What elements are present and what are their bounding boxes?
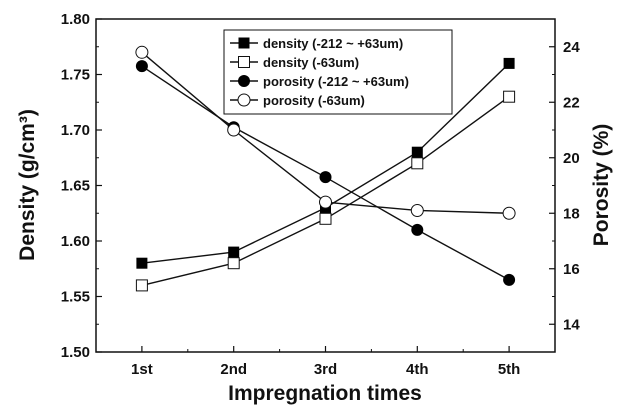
y2-tick-label: 16 bbox=[563, 261, 580, 278]
series-1-point bbox=[319, 212, 332, 225]
legend-label: density (-212 ~ +63um) bbox=[263, 36, 403, 51]
y2-tick-label: 22 bbox=[563, 94, 580, 111]
x-tick-label: 5th bbox=[498, 361, 521, 378]
x-axis-title: Impregnation times bbox=[228, 382, 422, 405]
series-1-point bbox=[411, 157, 424, 170]
legend-label: density (-63um) bbox=[263, 55, 359, 70]
y-axis-ticks: 1.50 1.55 1.60 1.65 1.70 1.75 1.80 bbox=[61, 11, 102, 361]
y2-tick-label: 18 bbox=[563, 205, 580, 222]
series-2-point bbox=[503, 273, 516, 286]
y2-axis-ticks: 14 16 18 20 22 24 bbox=[549, 18, 580, 353]
y2-tick-label: 24 bbox=[563, 39, 580, 56]
legend-marker bbox=[238, 75, 250, 87]
x-tick-label: 1st bbox=[131, 361, 153, 378]
series-3-point bbox=[319, 195, 332, 209]
series-layer bbox=[135, 45, 516, 292]
x-tick-label: 4th bbox=[406, 361, 429, 378]
x-tick-label: 3rd bbox=[314, 361, 337, 378]
y-tick-label: 1.80 bbox=[61, 11, 90, 28]
series-3-point bbox=[135, 45, 149, 59]
y2-tick-label: 20 bbox=[563, 150, 580, 167]
y2-axis-title: Porosity (%) bbox=[590, 124, 613, 247]
series-0-point bbox=[411, 146, 423, 158]
y-tick-label: 1.70 bbox=[61, 122, 90, 139]
series-3-point bbox=[410, 203, 424, 217]
legend-box bbox=[223, 29, 453, 115]
series-2-point bbox=[135, 60, 148, 73]
legend-marker bbox=[238, 56, 250, 68]
series-3-point bbox=[227, 123, 241, 137]
series-3-point bbox=[502, 206, 516, 220]
series-0-point bbox=[503, 57, 515, 69]
y2-tick-label: 14 bbox=[563, 316, 580, 333]
series-0-point bbox=[228, 246, 240, 258]
y-tick-label: 1.65 bbox=[61, 178, 90, 195]
series-2-point bbox=[411, 223, 424, 236]
series-1-point bbox=[135, 279, 148, 292]
y-tick-label: 1.50 bbox=[61, 344, 90, 361]
y-tick-label: 1.60 bbox=[61, 233, 90, 250]
x-tick-label: 2nd bbox=[220, 361, 247, 378]
x-axis-ticks: 1st 2nd 3rd 4th 5th bbox=[95, 346, 556, 378]
y-axis-title: Density (g/cm³) bbox=[16, 109, 39, 261]
legend-marker bbox=[237, 93, 251, 107]
legend-marker bbox=[238, 37, 250, 49]
legend-label: porosity (-63um) bbox=[263, 93, 365, 108]
legend: density (-212 ~ +63um) density (-63um) por… bbox=[223, 29, 453, 115]
y-tick-label: 1.55 bbox=[61, 289, 90, 306]
legend-label: porosity (-212 ~ +63um) bbox=[263, 74, 409, 89]
series-0-point bbox=[136, 257, 148, 269]
series-1-point bbox=[503, 90, 516, 103]
y-tick-label: 1.75 bbox=[61, 67, 90, 84]
series-1-point bbox=[227, 257, 240, 270]
series-2-point bbox=[319, 171, 332, 184]
